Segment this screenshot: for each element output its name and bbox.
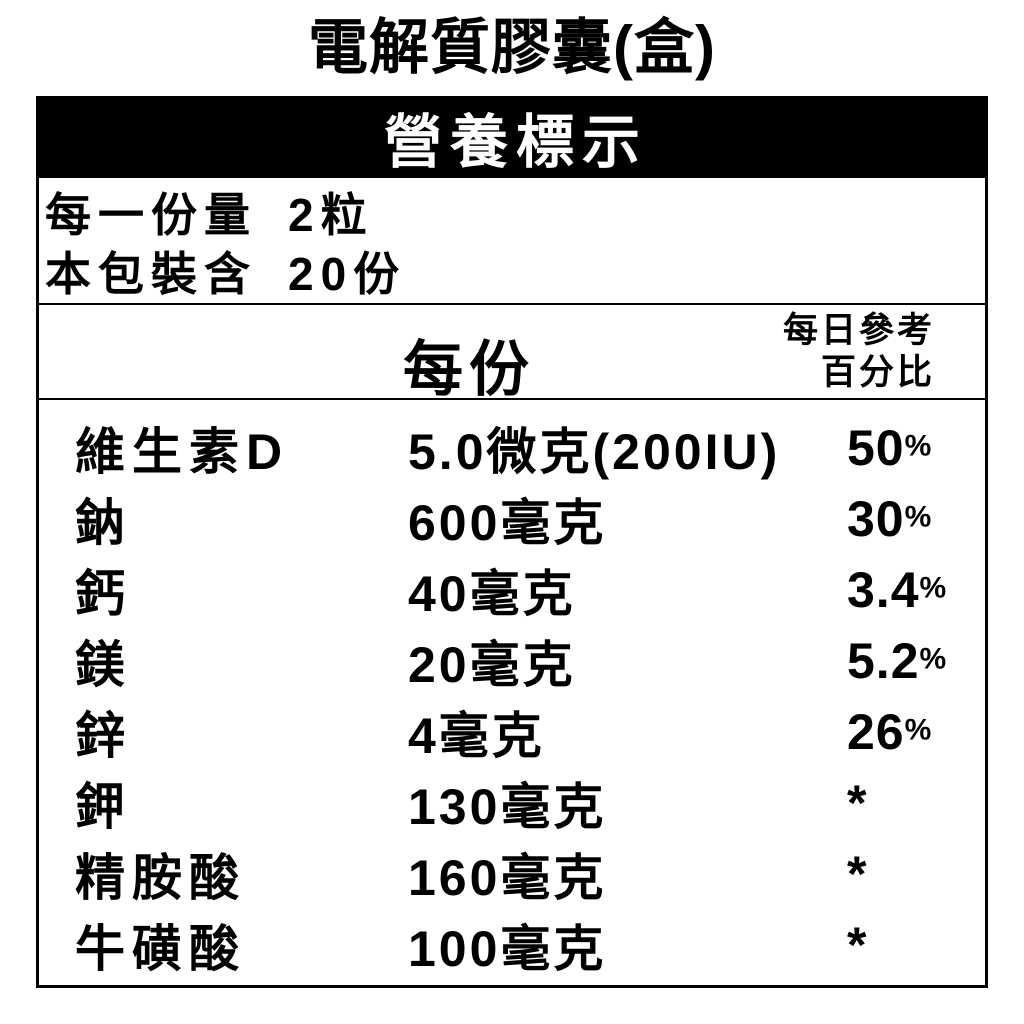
nutrient-amount: 100毫克 <box>408 920 607 977</box>
column-header-row: 每份 每日參考 百分比 <box>39 305 985 403</box>
nutrient-row-calcium: 鈣 40毫克 3.4% <box>39 554 985 625</box>
nutrient-daily-percent: 5.2% <box>847 632 947 689</box>
nutrient-amount: 600毫克 <box>408 494 607 551</box>
nutrient-name: 鋅 <box>75 707 132 764</box>
nutrient-row-magnesium: 鎂 20毫克 5.2% <box>39 625 985 696</box>
panel-header-bar: 營養標示 <box>39 96 985 178</box>
nutrient-amount: 4毫克 <box>408 707 545 764</box>
nutrient-row-taurine: 牛磺酸 100毫克 * <box>39 909 985 980</box>
serving-size-row: 每一份量 2粒 <box>45 186 985 245</box>
nutrient-daily-percent: * <box>847 774 868 831</box>
nutrient-row-vitamin-d: 維生素D 5.0微克(200IU) 50% <box>39 412 985 483</box>
daily-reference-column-header: 每日參考 百分比 <box>783 310 935 394</box>
servings-per-package-label: 本包裝含 <box>45 248 257 300</box>
nutrient-amount: 160毫克 <box>408 849 607 906</box>
servings-per-package-row: 本包裝含 20份 <box>45 245 985 304</box>
serving-size-value: 2粒 <box>288 189 374 241</box>
serving-size-label: 每一份量 <box>45 189 257 241</box>
nutrient-row-sodium: 鈉 600毫克 30% <box>39 483 985 554</box>
nutrient-table: 維生素D 5.0微克(200IU) 50% 鈉 600毫克 30% 鈣 40毫克… <box>39 400 985 980</box>
nutrient-name: 鈣 <box>75 565 132 622</box>
nutrient-daily-percent: 30% <box>847 490 932 547</box>
nutrient-name: 牛磺酸 <box>75 920 246 977</box>
nutrient-name: 鈉 <box>75 494 132 551</box>
per-serving-column-header: 每份 <box>403 336 535 403</box>
nutrient-amount: 40毫克 <box>408 565 576 622</box>
nutrient-daily-percent: 3.4% <box>847 561 947 618</box>
nutrient-amount: 20毫克 <box>408 636 576 693</box>
nutrient-row-potassium: 鉀 130毫克 * <box>39 767 985 838</box>
nutrient-name: 鉀 <box>75 778 132 835</box>
daily-reference-line1: 每日參考 <box>782 311 935 350</box>
product-title: 電解質膠囊(盒) <box>308 14 716 81</box>
nutrient-daily-percent: 26% <box>847 703 932 760</box>
servings-per-package-value: 20份 <box>288 248 407 300</box>
nutrient-daily-percent: * <box>847 916 868 973</box>
nutrient-name: 精胺酸 <box>75 849 246 906</box>
serving-info-section: 每一份量 2粒 本包裝含 20份 <box>39 178 985 305</box>
nutrient-amount: 5.0微克(200IU) <box>408 423 781 480</box>
nutrient-daily-percent: 50% <box>847 419 932 476</box>
nutrient-name: 鎂 <box>75 636 132 693</box>
nutrition-facts-panel: 營養標示 每一份量 2粒 本包裝含 20份 每份 每日參考 百分比 維生素D 5… <box>36 96 988 988</box>
nutrient-amount: 130毫克 <box>408 778 607 835</box>
nutrient-row-zinc: 鋅 4毫克 26% <box>39 696 985 767</box>
nutrient-row-arginine: 精胺酸 160毫克 * <box>39 838 985 909</box>
nutrient-name: 維生素D <box>75 423 290 480</box>
nutrient-daily-percent: * <box>847 845 868 902</box>
daily-reference-line2: 百分比 <box>820 353 935 392</box>
